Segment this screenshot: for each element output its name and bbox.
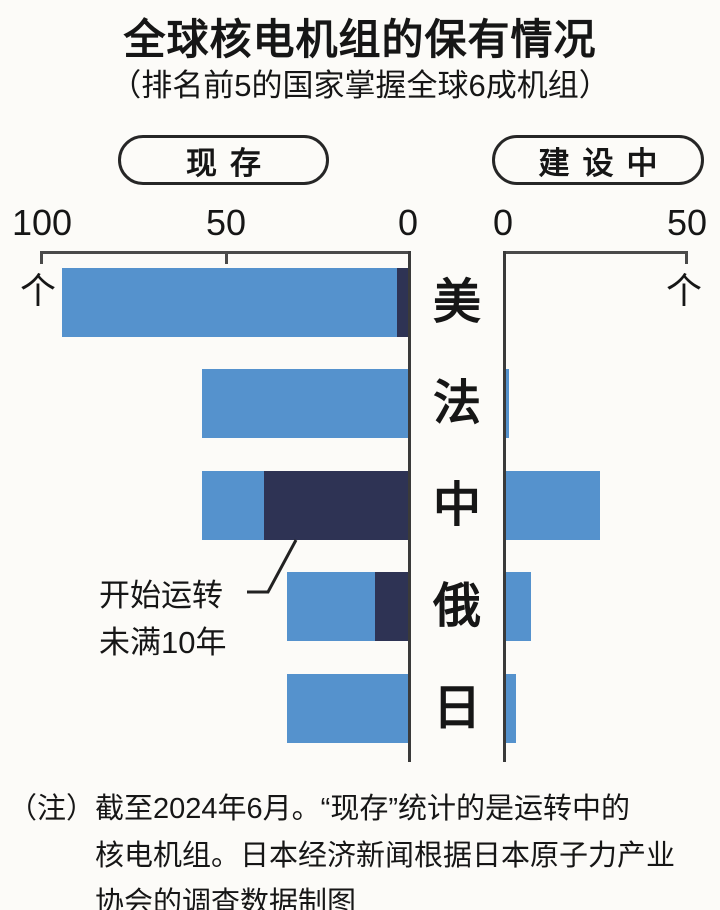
footnote-line-2: 核电机组。日本经济新闻根据日本原子力产业 (95, 840, 676, 872)
country-label-俄: 俄 (432, 580, 481, 633)
left-axis-tick-50: 50 (205, 202, 247, 243)
country-label-中: 中 (432, 479, 481, 532)
legend-pill-under-construction: 建设中 (492, 135, 704, 185)
left-axis-tick-mark-50 (225, 251, 228, 264)
left-axis-tick-100: 100 (11, 202, 73, 243)
left-axis-zero-line (408, 251, 411, 762)
right-axis-tick-50: 50 (666, 202, 708, 243)
legend-pill-existing: 现存 (118, 135, 329, 185)
left-axis-tick-0: 0 (397, 202, 419, 243)
footnote-prefix: （注） (8, 793, 96, 825)
footnote-line-1: 截至2024年6月。“现存”统计的是运转中的 (95, 793, 630, 825)
country-label-法: 法 (432, 377, 481, 430)
annotation-line-1: 开始运转 (99, 578, 223, 613)
footnote-line-3: 协会的调查数据制图 (95, 887, 357, 910)
bar-recent-under-10y-中 (264, 471, 408, 540)
bar-existing-俄 (286, 572, 408, 641)
footnote-body: 截至2024年6月。“现存”统计的是运转中的 核电机组。日本经济新闻根据日本原子… (95, 786, 714, 910)
bar-under-construction-法 (505, 369, 510, 438)
recent-operation-annotation: 开始运转 未满10年 (99, 572, 226, 666)
right-axis-tick-0: 0 (492, 202, 514, 243)
right-axis-zero-line (503, 251, 506, 762)
bar-recent-under-10y-俄 (374, 572, 408, 641)
bar-under-construction-日 (505, 674, 517, 743)
right-axis-line (503, 251, 687, 254)
bar-existing-日 (286, 674, 408, 743)
bar-existing-中 (201, 471, 408, 540)
legend-pill-existing-label: 现存 (185, 145, 275, 181)
right-axis-unit-label: 个 (666, 270, 703, 311)
chart-title: 全球核电机组的保有情况 (123, 16, 597, 63)
bar-recent-under-10y-美 (396, 268, 408, 337)
bar-under-construction-俄 (505, 572, 531, 641)
footnote: （注） 截至2024年6月。“现存”统计的是运转中的 核电机组。日本经济新闻根据… (8, 786, 714, 910)
left-axis-tick-mark-100 (40, 251, 43, 264)
annotation-line-2: 未满10年 (99, 625, 227, 660)
right-axis-tick-mark-50 (685, 251, 688, 264)
legend-pill-under-construction-label: 建设中 (538, 145, 671, 181)
chart-subtitle: （排名前5的国家掌握全球6成机组） (110, 68, 610, 103)
bar-existing-美 (62, 268, 408, 337)
bar-existing-法 (201, 369, 408, 438)
country-label-美: 美 (432, 276, 481, 329)
bar-under-construction-中 (505, 471, 601, 540)
country-label-日: 日 (432, 682, 481, 735)
left-axis-unit-label: 个 (20, 270, 57, 311)
